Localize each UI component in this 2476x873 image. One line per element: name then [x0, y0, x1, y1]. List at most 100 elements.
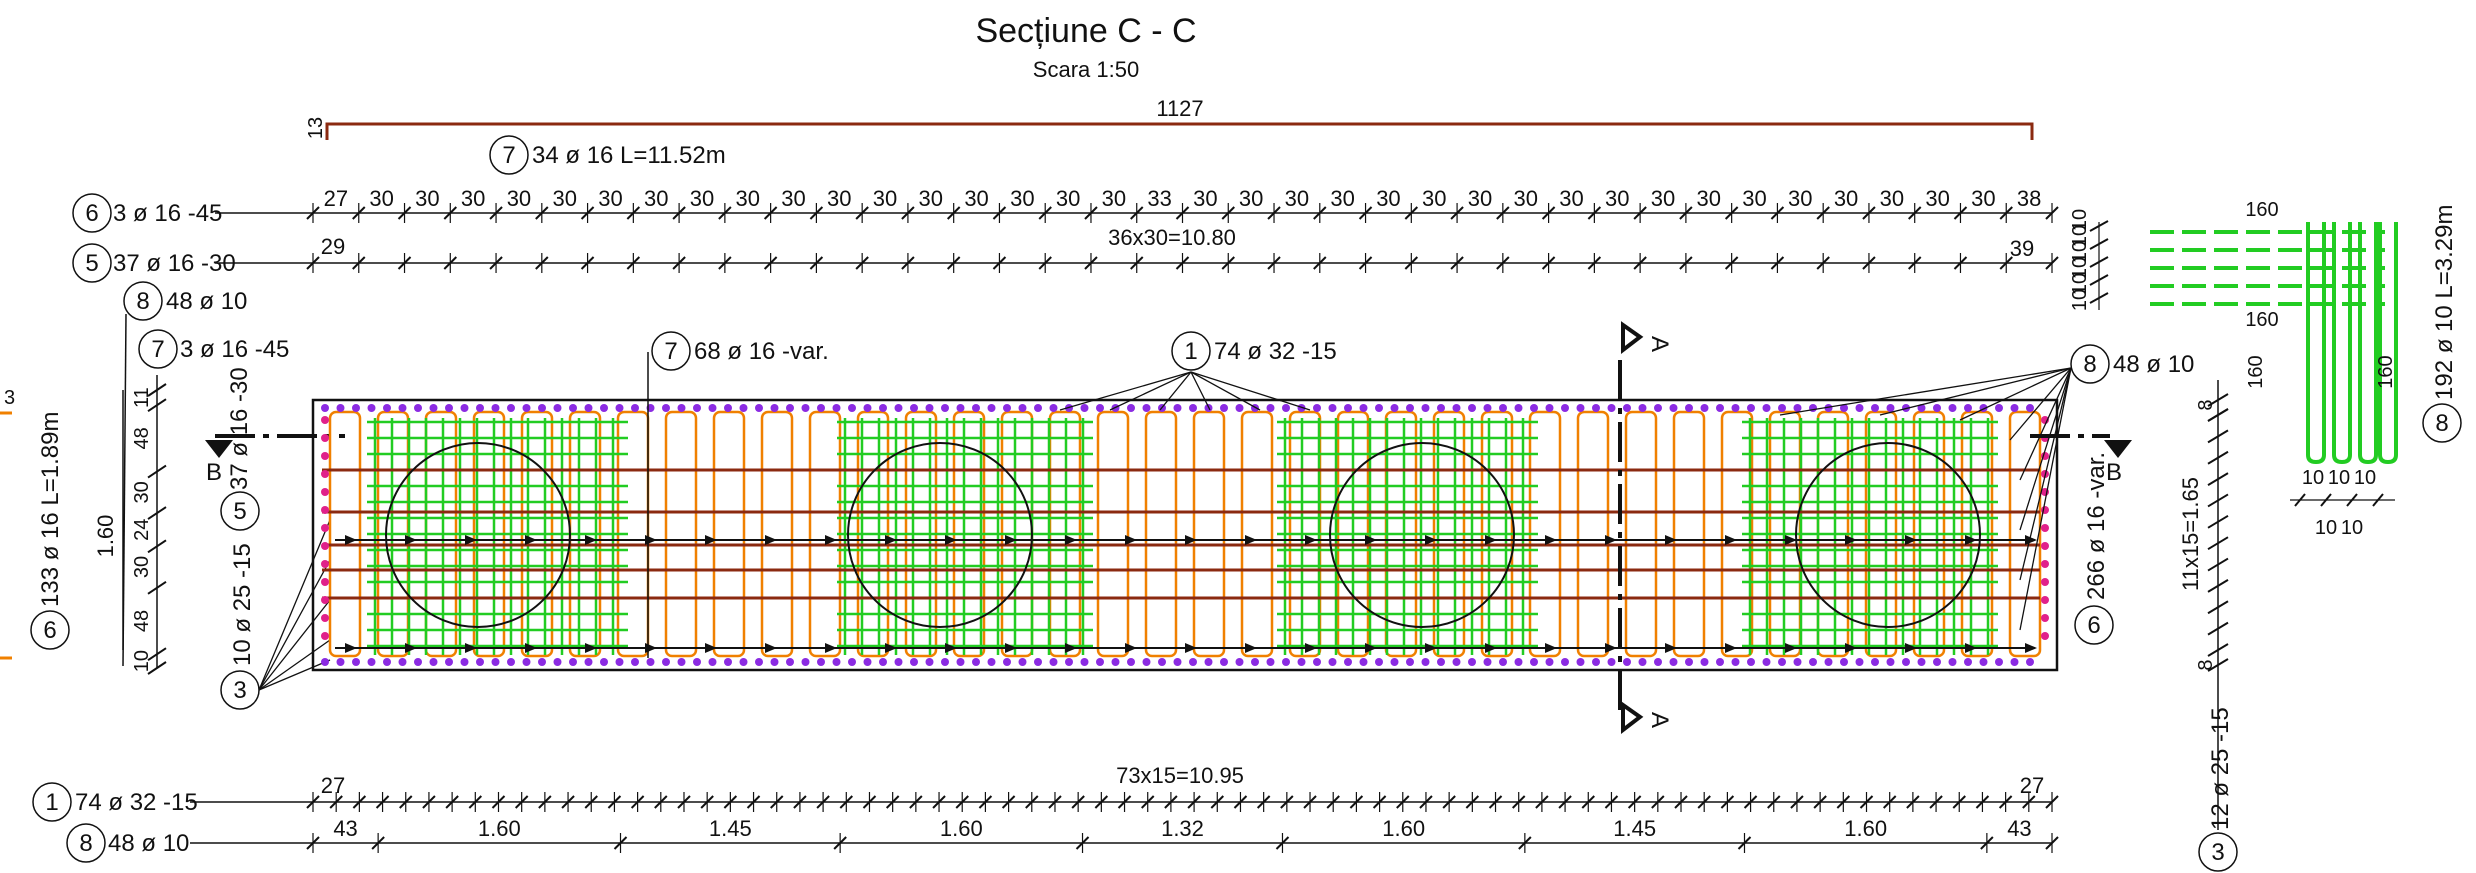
bar-arrow-head: [1245, 535, 1257, 545]
mark-number: 8: [136, 288, 149, 315]
corner-bar-dot: [631, 404, 639, 412]
bar-arrow-head: [405, 643, 417, 653]
right-dim-mid: 11x15=1.65: [2178, 477, 2203, 591]
corner-bar-dot: [1452, 404, 1461, 412]
rebar-label-8-right: 48 ø 10: [2113, 351, 2194, 378]
corner-bar-dot: [352, 404, 360, 412]
pile-circles: [385, 442, 1981, 628]
corner-bar-dot: [1809, 404, 1817, 412]
corner-bar-dot: [724, 658, 732, 666]
total-length-bracket: [325, 122, 2034, 140]
corner-bar-dot: [1499, 658, 1507, 666]
mark-circle: [66, 823, 106, 863]
corner-bar-dot: [1700, 658, 1709, 666]
mark-circle: [2070, 344, 2110, 384]
corner-bar-dot: [1421, 658, 1430, 666]
dim-label: 10: [2341, 517, 2363, 539]
dim-label: 30: [507, 186, 531, 211]
corner-bar-dot: [1158, 658, 1166, 666]
detail-bar-hook: [2306, 222, 2326, 465]
section-mark-a-top: A: [1646, 336, 1673, 352]
corner-bar-dot: [1545, 658, 1554, 666]
corner-bar-dot: [1685, 404, 1693, 412]
corner-bar-dot: [600, 404, 608, 412]
corner-bar-dot: [1344, 404, 1352, 412]
bar-arrow-head: [1305, 535, 1317, 545]
dim-label: 30: [1102, 186, 1126, 211]
corner-bar-dot: [1266, 658, 1275, 666]
corner-bar-dot: [538, 404, 546, 412]
corner-bar-dot: [1762, 658, 1771, 666]
corner-bar-dot: [321, 560, 329, 568]
dim-label: 11: [131, 387, 153, 408]
dim-tick: [2207, 557, 2229, 572]
corner-bar-dot: [445, 658, 453, 666]
rebar-label-8-bottom: 48 ø 10: [108, 830, 189, 857]
dim-tick: [2207, 450, 2229, 465]
bar-arrow-head: [1845, 643, 1857, 653]
bar-arrow-head: [1965, 535, 1977, 545]
left-total-label: 1.60: [93, 515, 118, 558]
corner-bar-dot: [1282, 404, 1290, 412]
corner-bar-dot: [476, 658, 484, 666]
dim-label: 30: [131, 556, 153, 578]
corner-bar-dot: [1840, 658, 1848, 666]
corner-bar-dot: [677, 658, 686, 666]
bar-arrow-head: [1485, 643, 1497, 653]
corner-bar-dot: [1018, 404, 1027, 412]
corner-bar-dot: [1762, 404, 1771, 412]
corner-bar-dot: [1173, 658, 1182, 666]
dim-tick: [2207, 393, 2229, 407]
corner-bar-dot: [1375, 658, 1383, 666]
bar-arrow-head: [465, 535, 477, 545]
dim-row-4: 43 1.60 1.45 1.60 1.32 1.60 1.45 1.60 43: [306, 816, 2059, 853]
dim-label: 30: [415, 186, 439, 211]
section-arrow-b-right: [2104, 440, 2132, 458]
corner-bar-dot: [786, 404, 794, 412]
pile-circle: [847, 442, 1033, 628]
dim-tick: [147, 647, 167, 662]
corner-bar-dot: [708, 658, 717, 666]
corner-bar-dot: [848, 404, 856, 412]
corner-bar-dot: [1948, 404, 1957, 412]
corner-bar-dot: [522, 404, 531, 412]
corner-bar-dot: [321, 470, 329, 478]
corner-bar-dot: [1297, 658, 1306, 666]
corner-bar-dot: [1917, 404, 1926, 412]
dim-label: 30: [1651, 186, 1675, 211]
rebar-label-8-left: 48 ø 10: [166, 288, 247, 315]
stirrup: [808, 410, 842, 658]
bar-arrow-head: [1485, 535, 1497, 545]
corner-bar-dot: [1282, 658, 1290, 666]
bar-arrow-head: [705, 643, 717, 653]
dim-label: 10: [2354, 467, 2376, 489]
dim-label: 30: [1605, 186, 1629, 211]
corner-bar-dot: [1018, 658, 1027, 666]
corner-bar-dot: [910, 658, 918, 666]
dim-label: 10: [2315, 517, 2337, 539]
dim-tick: [2089, 220, 2109, 232]
corner-bar-dot: [1452, 658, 1461, 666]
mark-circle: [72, 243, 112, 283]
corner-bar-dot: [1483, 658, 1492, 666]
corner-bar-dot: [956, 404, 965, 412]
detail-middle-dim: 160: [2245, 309, 2278, 331]
bar-arrow-head: [1965, 643, 1977, 653]
dim-label: 30: [1880, 186, 1904, 211]
dim-tick: [2089, 292, 2109, 304]
corner-bar-dot: [1468, 404, 1476, 412]
corner-bar-dot: [321, 416, 329, 424]
dim-row-3: [306, 792, 2059, 812]
bar-arrow-head: [1005, 643, 1017, 653]
corner-bar-dot: [321, 632, 329, 640]
dim-tick: [2320, 493, 2332, 507]
dim-label: 10: [2069, 225, 2091, 247]
corner-bar-dot: [879, 404, 887, 412]
corner-bar-dot: [1933, 404, 1941, 412]
corner-bar-dot: [1778, 404, 1786, 412]
corner-bar-dot: [584, 404, 593, 412]
corner-bar-dot: [956, 658, 965, 666]
mark-number: 7: [664, 338, 677, 365]
corner-bar-dot: [367, 404, 376, 412]
